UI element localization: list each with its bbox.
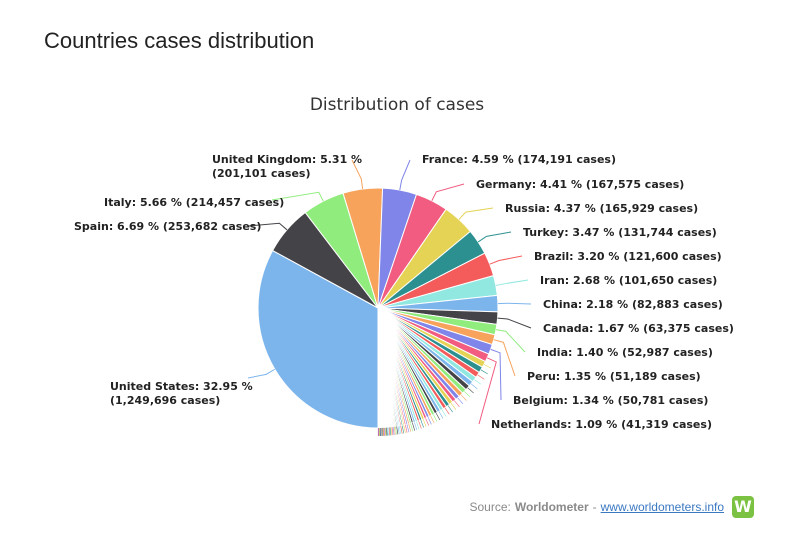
data-label-china: China: 2.18 % (82,883 cases) — [543, 298, 723, 311]
connector-other-22 — [420, 419, 424, 428]
data-label-united-kingdom: United Kingdom: 5.31 % — [212, 153, 362, 166]
connector-other-1 — [483, 364, 492, 369]
connector-russia — [458, 207, 494, 220]
connector-other-36 — [396, 426, 399, 435]
source-footer: Source: Worldometer - www.worldometers.i… — [469, 496, 754, 518]
connector-other-5 — [470, 383, 478, 390]
data-label-belgium: Belgium: 1.34 % (50,781 cases) — [513, 394, 708, 407]
data-label-united-states: United States: 32.95 % — [110, 380, 253, 393]
source-prefix: Source: — [469, 500, 511, 514]
connector-other-8 — [460, 394, 467, 401]
connector-peru — [493, 339, 516, 377]
connector-spain — [247, 222, 288, 231]
connector-other-28 — [408, 423, 412, 432]
connector-other-40 — [391, 427, 394, 436]
connector-other-45 — [387, 427, 389, 436]
connector-other-46 — [386, 427, 388, 436]
connector-other-33 — [400, 425, 403, 434]
data-label-brazil: Brazil: 3.20 % (121,600 cases) — [534, 250, 722, 263]
connector-other-20 — [425, 418, 429, 426]
data-label-india: India: 1.40 % (52,987 cases) — [537, 346, 713, 359]
connector-netherlands — [478, 357, 497, 425]
connector-other-17 — [433, 414, 438, 422]
connector-united-states — [247, 368, 276, 379]
data-label-russia: Russia: 4.37 % (165,929 cases) — [505, 202, 698, 215]
connector-united-kingdom — [351, 159, 364, 190]
connector-other-14 — [441, 409, 447, 417]
connector-italy — [271, 191, 324, 202]
connector-other-34 — [398, 426, 402, 435]
connector-other-35 — [397, 426, 400, 435]
connector-other-41 — [390, 427, 393, 436]
connector-other-13 — [444, 407, 450, 415]
connector-other-29 — [406, 424, 410, 433]
connector-other-38 — [393, 426, 396, 435]
data-label-iran: Iran: 2.68 % (101,650 cases) — [540, 274, 717, 287]
connector-other-27 — [410, 423, 414, 432]
connector-other-25 — [414, 422, 418, 431]
connector-other-32 — [401, 425, 405, 434]
connector-other-24 — [416, 421, 420, 430]
connector-france — [399, 159, 411, 191]
connector-other-19 — [427, 416, 432, 425]
connector-india — [495, 329, 526, 353]
data-label-spain: Spain: 6.69 % (253,682 cases) — [74, 220, 261, 233]
connector-iran — [495, 279, 529, 286]
data-label-germany: Germany: 4.41 % (167,575 cases) — [476, 178, 684, 191]
source-separator: - — [592, 500, 597, 514]
data-label-turkey: Turkey: 3.47 % (131,744 cases) — [523, 226, 717, 239]
connector-germany — [431, 183, 465, 201]
connector-brazil — [489, 255, 523, 265]
pie-slices — [257, 187, 499, 429]
connector-china — [497, 302, 532, 305]
connector-other-6 — [467, 387, 474, 394]
connector-other-31 — [403, 425, 406, 434]
connector-other-47 — [385, 427, 387, 436]
worldometer-logo-icon[interactable]: W — [732, 496, 754, 518]
connector-other-2 — [480, 369, 488, 375]
connector-other-7 — [464, 391, 471, 398]
data-label-peru: Peru: 1.35 % (51,189 cases) — [527, 370, 701, 383]
data-label-netherlands: Netherlands: 1.09 % (41,319 cases) — [491, 418, 712, 431]
pie-chart: Distribution of cases United States: 32.… — [74, 95, 734, 437]
connector-other-16 — [435, 412, 441, 421]
connector-other-42 — [389, 427, 392, 436]
connector-other-15 — [438, 411, 444, 419]
connector-turkey — [477, 231, 512, 243]
connector-other-10 — [454, 400, 460, 407]
connector-other-23 — [418, 420, 422, 429]
pie-labels: United States: 32.95 %(1,249,696 cases) S… — [74, 153, 734, 437]
connector-other-4 — [474, 379, 481, 385]
connector-other-43 — [388, 427, 391, 436]
connector-other-12 — [447, 405, 453, 413]
page-title: Countries cases distribution — [44, 28, 315, 53]
connector-other-44 — [387, 427, 390, 436]
connector-other-21 — [422, 419, 427, 427]
connector-canada — [497, 317, 532, 329]
data-label-line2-united-states: (1,249,696 cases) — [110, 394, 220, 407]
connector-other-9 — [457, 397, 464, 404]
connector-belgium — [490, 348, 502, 401]
connector-other-37 — [395, 426, 397, 435]
connector-other-26 — [412, 422, 416, 431]
chart-title: Distribution of cases — [310, 95, 484, 115]
data-label-canada: Canada: 1.67 % (63,375 cases) — [543, 322, 734, 335]
connector-other-39 — [392, 427, 395, 436]
data-label-italy: Italy: 5.66 % (214,457 cases) — [104, 196, 284, 209]
data-label-line2-united-kingdom: (201,101 cases) — [212, 167, 310, 180]
connector-other-11 — [450, 402, 457, 410]
data-label-france: France: 4.59 % (174,191 cases) — [422, 153, 616, 166]
connector-other-30 — [405, 424, 408, 433]
connector-other-18 — [430, 415, 435, 424]
connector-other-3 — [477, 374, 485, 380]
source-name: Worldometer — [514, 500, 589, 514]
source-link[interactable]: www.worldometers.info — [600, 500, 724, 514]
